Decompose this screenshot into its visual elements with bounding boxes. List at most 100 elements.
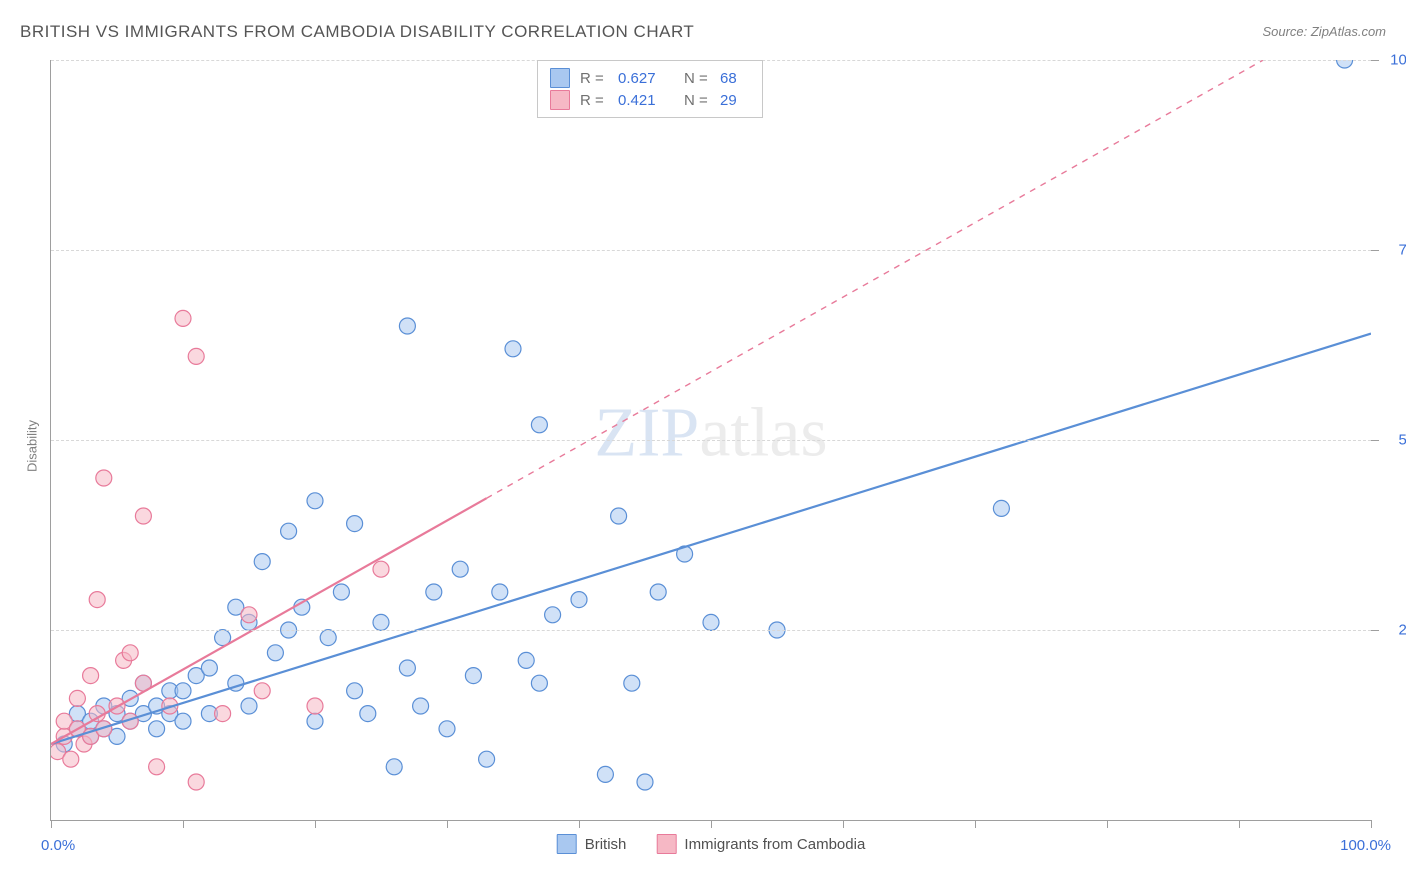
legend-stats-row: R = 0.627 N = 68: [550, 67, 750, 89]
y-tick: [1371, 440, 1379, 441]
data-point: [307, 493, 323, 509]
legend-label: Immigrants from Cambodia: [684, 836, 865, 853]
data-point: [175, 310, 191, 326]
data-point: [465, 668, 481, 684]
data-point: [267, 645, 283, 661]
y-tick-label: 50.0%: [1398, 432, 1406, 449]
y-tick: [1371, 630, 1379, 631]
n-value: 68: [720, 70, 750, 87]
data-point: [611, 508, 627, 524]
data-point: [479, 751, 495, 767]
r-label: R =: [580, 92, 608, 109]
data-point: [135, 508, 151, 524]
x-axis-min-label: 0.0%: [41, 837, 75, 854]
data-point: [531, 417, 547, 433]
data-point: [215, 706, 231, 722]
data-point: [69, 690, 85, 706]
data-point: [505, 341, 521, 357]
legend-stats-row: R =0.421N =29: [550, 89, 750, 111]
data-point: [96, 470, 112, 486]
data-point: [320, 630, 336, 646]
n-label: N =: [684, 92, 710, 109]
data-point: [597, 766, 613, 782]
x-tick: [1239, 820, 1240, 828]
data-point: [426, 584, 442, 600]
y-tick-label: 100.0%: [1390, 52, 1406, 69]
gridline: [51, 630, 1371, 631]
y-axis-label: Disability: [25, 420, 40, 472]
x-tick: [51, 820, 52, 828]
data-point: [399, 318, 415, 334]
x-tick: [1371, 820, 1372, 828]
data-point: [175, 683, 191, 699]
data-point: [993, 500, 1009, 516]
legend-swatch: [550, 68, 570, 88]
legend-item: British: [557, 834, 627, 854]
x-tick: [1107, 820, 1108, 828]
y-tick: [1371, 250, 1379, 251]
data-point: [452, 561, 468, 577]
legend-stats: R =0.627N =68R =0.421N =29: [537, 60, 763, 118]
y-tick: [1371, 60, 1379, 61]
data-point: [399, 660, 415, 676]
regression-line-extrapolated: [487, 60, 1264, 498]
data-point: [63, 751, 79, 767]
data-point: [703, 614, 719, 630]
legend-label: British: [585, 836, 627, 853]
data-point: [531, 675, 547, 691]
data-point: [518, 652, 534, 668]
data-point: [175, 713, 191, 729]
data-point: [571, 592, 587, 608]
r-value: 0.627: [618, 70, 666, 87]
r-label: R =: [580, 70, 608, 87]
data-point: [188, 348, 204, 364]
legend-swatch: [550, 90, 570, 110]
x-tick: [843, 820, 844, 828]
chart-title: BRITISH VS IMMIGRANTS FROM CAMBODIA DISA…: [20, 22, 694, 42]
regression-line: [51, 334, 1371, 744]
r-value: 0.421: [618, 92, 666, 109]
legend-swatch: [656, 834, 676, 854]
data-point: [624, 675, 640, 691]
data-point: [149, 721, 165, 737]
data-point: [241, 698, 257, 714]
legend-series: British Immigrants from Cambodia: [557, 834, 866, 854]
source-label: Source: ZipAtlas.com: [1262, 24, 1386, 39]
data-point: [307, 713, 323, 729]
y-tick-label: 25.0%: [1398, 622, 1406, 639]
data-point: [241, 607, 257, 623]
data-point: [637, 774, 653, 790]
plot-area: ZIPatlas R =0.627N =68R =0.421N =29 0.0%…: [50, 60, 1371, 821]
n-label: N =: [684, 70, 710, 87]
data-point: [333, 584, 349, 600]
data-point: [373, 561, 389, 577]
data-point: [373, 614, 389, 630]
data-point: [83, 668, 99, 684]
data-point: [347, 683, 363, 699]
data-point: [149, 759, 165, 775]
x-tick: [711, 820, 712, 828]
data-point: [545, 607, 561, 623]
data-point: [1337, 60, 1353, 68]
legend-swatch: [557, 834, 577, 854]
legend-item: Immigrants from Cambodia: [656, 834, 865, 854]
y-tick-label: 75.0%: [1398, 242, 1406, 259]
data-point: [254, 554, 270, 570]
data-point: [122, 645, 138, 661]
data-point: [439, 721, 455, 737]
x-tick: [447, 820, 448, 828]
data-point: [492, 584, 508, 600]
gridline: [51, 250, 1371, 251]
data-point: [89, 592, 105, 608]
x-tick: [975, 820, 976, 828]
data-point: [413, 698, 429, 714]
x-axis-max-label: 100.0%: [1340, 837, 1391, 854]
gridline: [51, 440, 1371, 441]
data-point: [281, 523, 297, 539]
x-tick: [183, 820, 184, 828]
data-point: [650, 584, 666, 600]
data-point: [360, 706, 376, 722]
data-point: [188, 774, 204, 790]
data-point: [254, 683, 270, 699]
data-point: [201, 660, 217, 676]
